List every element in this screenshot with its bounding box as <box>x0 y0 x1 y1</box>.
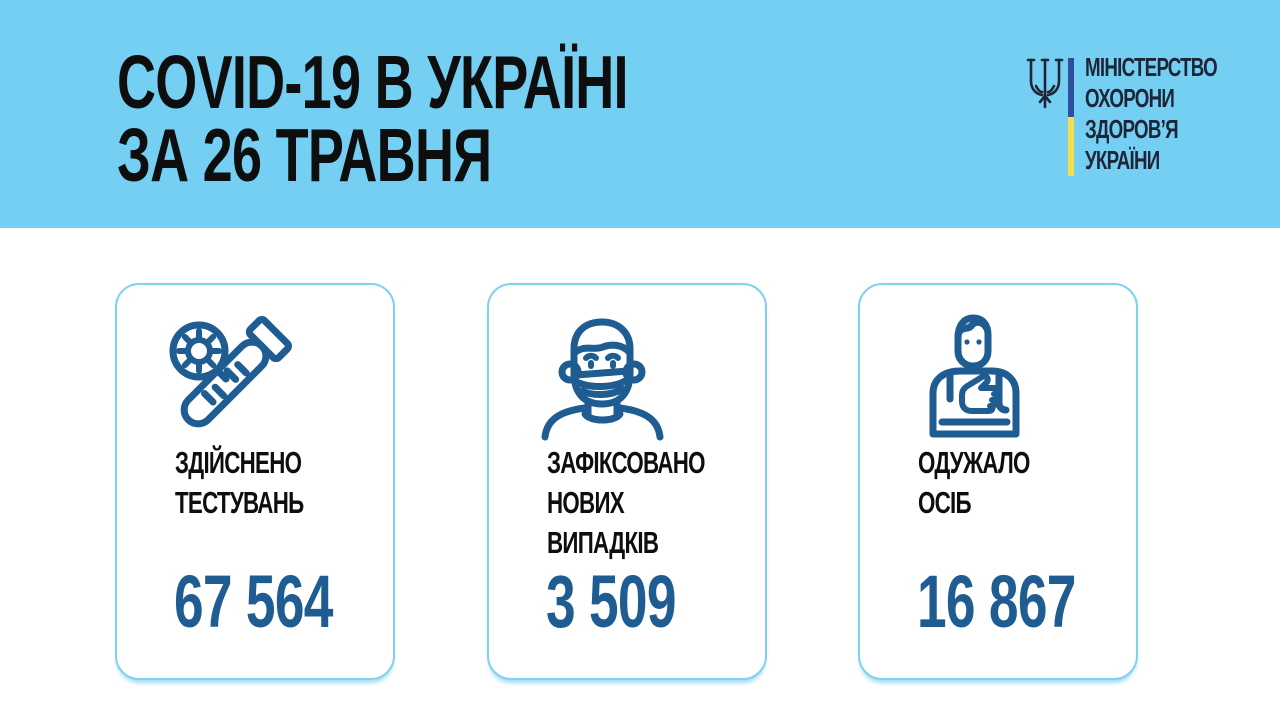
ministry-logo: МІНІСТЕРСТВО ОХОРОНИ ЗДОРОВ’Я УКРАЇНИ <box>1022 50 1242 180</box>
ministry-name-line4-text: УКРАЇНИ <box>1085 145 1160 175</box>
card-label-line: ОСІБ <box>918 483 1073 523</box>
ministry-name-line2-text: ОХОРОНИ <box>1085 83 1175 113</box>
ministry-name-line1-text: МІНІСТЕРСТВО <box>1085 52 1218 82</box>
masked-person-icon <box>535 311 670 446</box>
page-title-line2-text: ЗА 26 ТРАВНЯ <box>117 113 492 197</box>
stat-card-recovered: ОДУЖАЛО ОСІБ 16 867 <box>858 283 1138 680</box>
ministry-name-line: УКРАЇНИ <box>1085 145 1268 176</box>
ministry-name-line: ЗДОРОВ’Я <box>1085 114 1268 145</box>
test-tube-virus-icon <box>163 311 298 446</box>
card-label-line: ТЕСТУВАНЬ <box>175 483 353 523</box>
card-label-line: ОДУЖАЛО <box>918 443 1073 483</box>
card-label-new-cases: ЗАФІКСОВАНО НОВИХ ВИПАДКІВ <box>547 443 766 563</box>
card-label-line: НОВИХ <box>547 483 766 523</box>
flag-bar <box>1068 58 1074 176</box>
card-label-line: ЗДІЙСНЕНО <box>175 443 353 483</box>
card-value-tests-text: 67 564 <box>174 560 333 643</box>
header-banner: COVID-19 В УКРАЇНІ ЗА 26 ТРАВНЯ <box>0 0 1280 228</box>
card-label-recovered-line1: ОДУЖАЛО <box>918 445 1030 480</box>
card-label-tests-line1: ЗДІЙСНЕНО <box>175 445 302 480</box>
recovered-person-icon <box>906 311 1041 446</box>
card-label-new-cases-line1: ЗАФІКСОВАНО <box>547 445 705 480</box>
page-title-line2: ЗА 26 ТРАВНЯ <box>117 113 826 197</box>
card-value-recovered: 16 867 <box>917 565 1137 639</box>
page-title: COVID-19 В УКРАЇНІ ЗА 26 ТРАВНЯ <box>117 40 826 197</box>
ministry-name-line3-text: ЗДОРОВ’Я <box>1085 114 1179 144</box>
card-value-recovered-text: 16 867 <box>917 560 1076 643</box>
card-value-new-cases: 3 509 <box>546 565 726 639</box>
stat-card-tests: ЗДІЙСНЕНО ТЕСТУВАНЬ 67 564 <box>115 283 395 680</box>
ministry-name: МІНІСТЕРСТВО ОХОРОНИ ЗДОРОВ’Я УКРАЇНИ <box>1085 52 1268 176</box>
page-title-line1: COVID-19 В УКРАЇНІ <box>117 40 826 124</box>
card-label-recovered: ОДУЖАЛО ОСІБ <box>918 443 1073 523</box>
card-label-new-cases-line3: ВИПАДКІВ <box>547 525 659 560</box>
card-value-tests: 67 564 <box>174 565 394 639</box>
ukraine-trident-icon <box>1026 58 1064 109</box>
card-label-tests-line2: ТЕСТУВАНЬ <box>175 485 304 520</box>
card-label-line: ВИПАДКІВ <box>547 523 766 563</box>
flag-bar-yellow <box>1068 117 1074 176</box>
card-label-tests: ЗДІЙСНЕНО ТЕСТУВАНЬ <box>175 443 353 523</box>
card-label-recovered-line2: ОСІБ <box>918 485 972 520</box>
page-title-line1-text: COVID-19 В УКРАЇНІ <box>117 40 629 124</box>
ministry-name-line: МІНІСТЕРСТВО <box>1085 52 1268 83</box>
card-value-new-cases-text: 3 509 <box>546 560 676 643</box>
stat-card-new-cases: ЗАФІКСОВАНО НОВИХ ВИПАДКІВ 3 509 <box>487 283 767 680</box>
ministry-name-line: ОХОРОНИ <box>1085 83 1268 114</box>
flag-bar-blue <box>1068 58 1074 117</box>
card-label-line: ЗАФІКСОВАНО <box>547 443 766 483</box>
card-label-new-cases-line2: НОВИХ <box>547 485 625 520</box>
